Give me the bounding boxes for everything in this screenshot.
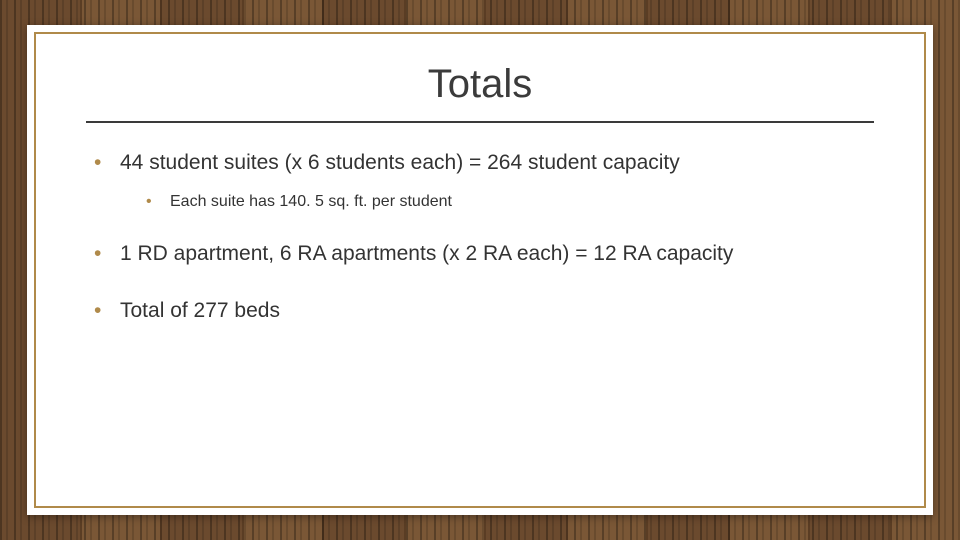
bullet-text: Total of 277 beds	[120, 299, 280, 322]
bullet-text: 44 student suites (x 6 students each) = …	[120, 151, 680, 174]
bullet-item: Total of 277 beds	[94, 297, 874, 325]
slide-card: Totals 44 student suites (x 6 students e…	[27, 25, 933, 515]
bullet-text: 1 RD apartment, 6 RA apartments (x 2 RA …	[120, 242, 733, 265]
bullet-item: 1 RD apartment, 6 RA apartments (x 2 RA …	[94, 240, 874, 268]
sub-bullet-item: Each suite has 140. 5 sq. ft. per studen…	[146, 191, 874, 213]
slide-title: Totals	[86, 62, 874, 107]
sub-bullet-text: Each suite has 140. 5 sq. ft. per studen…	[170, 193, 452, 210]
sub-bullet-list: Each suite has 140. 5 sq. ft. per studen…	[120, 191, 874, 213]
bullet-list: 44 student suites (x 6 students each) = …	[86, 149, 874, 326]
title-divider	[86, 121, 874, 123]
slide-inner-frame: Totals 44 student suites (x 6 students e…	[34, 32, 926, 508]
bullet-item: 44 student suites (x 6 students each) = …	[94, 149, 874, 213]
